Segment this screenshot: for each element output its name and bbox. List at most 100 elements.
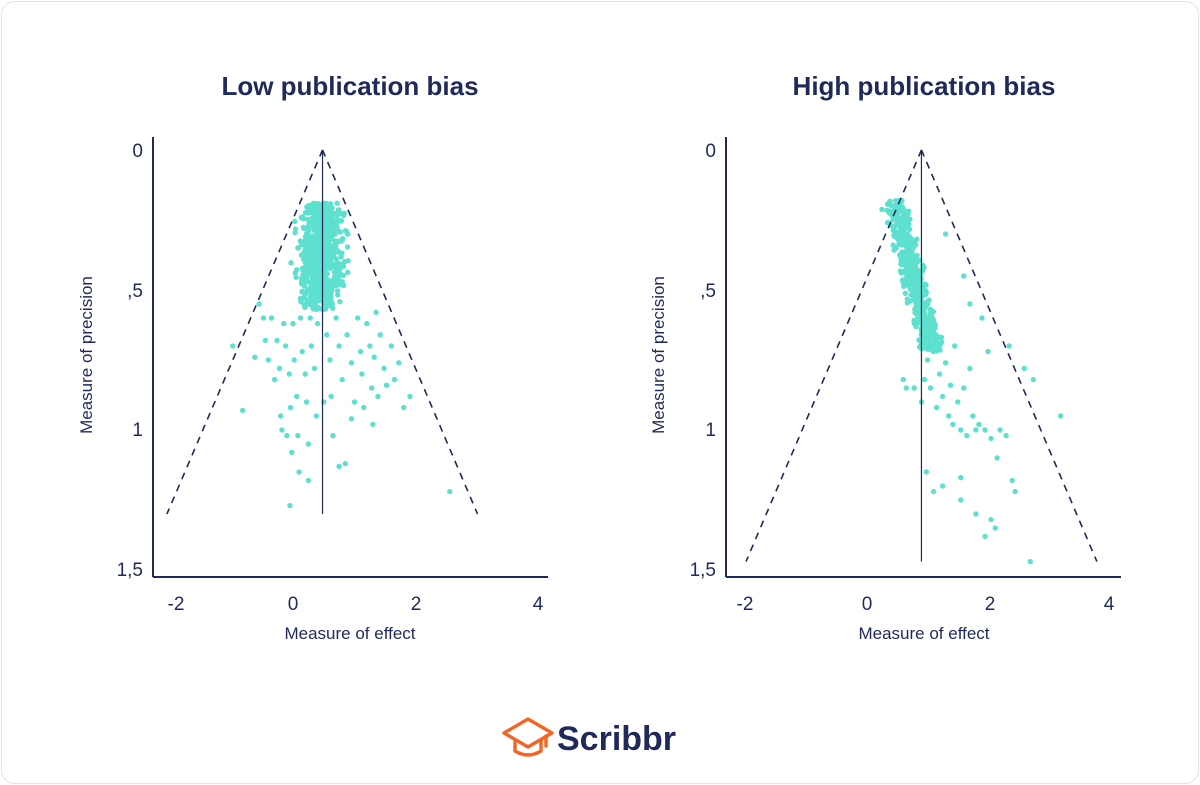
data-point — [914, 252, 920, 259]
y-axis-label: Measure of precision — [77, 276, 96, 434]
data-point — [287, 502, 293, 509]
data-point — [278, 413, 284, 419]
data-point — [895, 204, 902, 210]
data-point — [916, 275, 922, 281]
data-point — [1009, 477, 1015, 484]
data-point — [315, 304, 321, 311]
data-point — [958, 474, 964, 481]
data-point — [964, 432, 970, 439]
data-point — [339, 279, 345, 285]
data-point — [958, 427, 964, 433]
data-point — [284, 432, 290, 439]
data-point — [302, 237, 309, 243]
data-point — [967, 301, 973, 307]
data-point — [293, 274, 299, 280]
data-point — [338, 272, 345, 278]
data-point — [296, 469, 302, 475]
data-point — [920, 341, 927, 347]
data-point — [388, 343, 395, 349]
chart-high-publication-bias: High publication bias Measure of effect … — [649, 71, 1121, 643]
data-point — [1021, 365, 1027, 372]
data-point — [322, 283, 328, 289]
data-point — [914, 236, 920, 242]
data-point — [898, 270, 905, 276]
data-point — [305, 216, 311, 223]
data-point — [890, 242, 896, 248]
data-point — [322, 306, 329, 312]
data-point — [359, 371, 365, 377]
funnel-right-line — [920, 149, 1098, 562]
data-point — [924, 357, 931, 363]
chart-title: Low publication bias — [221, 71, 478, 101]
data-point — [342, 228, 349, 234]
data-point — [262, 337, 268, 344]
data-point — [407, 393, 413, 400]
data-point — [903, 232, 910, 239]
data-points — [879, 197, 1064, 565]
data-point — [939, 393, 946, 400]
x-tick-label: -2 — [737, 594, 754, 615]
data-point — [276, 365, 283, 372]
data-point — [988, 516, 994, 523]
y-tick-label: 1,5 — [117, 560, 143, 581]
data-point — [348, 360, 355, 366]
data-point — [361, 404, 367, 411]
data-point — [302, 371, 308, 377]
data-point — [967, 365, 973, 372]
data-point — [326, 215, 332, 221]
data-point — [994, 455, 1000, 461]
data-point — [281, 320, 287, 327]
data-point — [309, 204, 315, 210]
data-point — [904, 245, 910, 251]
funnel-left-line — [745, 149, 923, 562]
data-point — [391, 376, 398, 383]
data-point — [909, 281, 915, 288]
data-point — [1030, 376, 1037, 383]
data-point — [295, 432, 301, 439]
data-point — [300, 295, 306, 302]
data-point — [307, 315, 313, 321]
data-point — [939, 339, 945, 345]
data-point — [315, 245, 321, 251]
data-point — [288, 260, 294, 266]
funnel-right-line — [321, 149, 479, 515]
data-point — [351, 399, 358, 405]
data-point — [333, 212, 339, 218]
data-point — [298, 252, 305, 258]
data-point — [317, 288, 323, 294]
data-point — [297, 315, 304, 321]
data-point — [336, 463, 342, 470]
data-point — [342, 460, 348, 467]
y-tick-label: 0 — [132, 141, 143, 162]
data-point — [357, 348, 364, 355]
data-point — [370, 421, 376, 428]
brand-name: Scribbr — [557, 720, 676, 758]
data-point — [930, 488, 937, 495]
x-axis-label: Measure of effect — [858, 624, 989, 643]
data-point — [914, 259, 921, 265]
data-point — [286, 371, 292, 377]
data-point — [396, 360, 402, 366]
data-point — [931, 340, 937, 346]
data-point — [887, 198, 893, 204]
y-tick-label: 0 — [705, 141, 716, 162]
data-point — [879, 206, 885, 213]
data-point — [313, 256, 320, 262]
scribbr-logo[interactable]: Scribbr — [502, 717, 676, 758]
data-point — [274, 337, 280, 344]
data-point — [927, 385, 934, 391]
data-point — [896, 209, 902, 215]
data-point — [301, 241, 307, 248]
data-point — [921, 376, 928, 383]
x-tick-label: 4 — [1104, 594, 1115, 615]
data-point — [304, 277, 310, 283]
data-point — [976, 421, 982, 428]
data-point — [292, 270, 298, 276]
data-point — [298, 275, 305, 282]
y-tick-label: ,5 — [700, 281, 716, 302]
data-point — [908, 249, 915, 256]
data-point — [328, 393, 334, 400]
data-point — [328, 287, 335, 294]
